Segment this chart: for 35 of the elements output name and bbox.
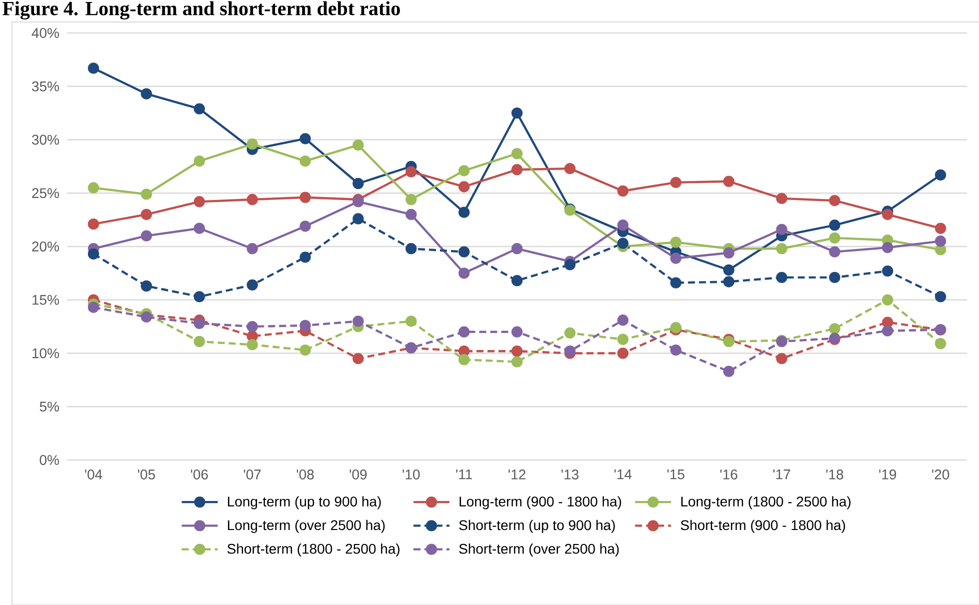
x-tick-label: '04: [85, 470, 102, 480]
x-tick-label: '09: [350, 470, 367, 480]
x-tick-label: '16: [720, 470, 738, 480]
legend-label: Long-term (up to 900 ha): [228, 496, 381, 510]
x-tick-label: '13: [562, 470, 578, 480]
legend-label: Short-term (900 - 1800 ha): [680, 520, 846, 533]
x-tick-label: '15: [667, 470, 684, 480]
y-tick-label: 20%: [32, 242, 59, 252]
legend-label: Short-term (over 2500 ha): [459, 544, 619, 557]
y-tick-label: 40%: [32, 28, 59, 38]
x-tick-label: '06: [190, 470, 208, 480]
x-tick-label: '19: [879, 470, 896, 480]
x-tick-label: '14: [614, 470, 632, 480]
x-tick-label: '10: [402, 470, 420, 480]
x-tick-label: '07: [244, 470, 261, 480]
y-tick-label: 15%: [32, 294, 59, 305]
legend-label: Short-term (1800 - 2500 ha): [227, 544, 400, 557]
y-tick-label: 30%: [32, 134, 59, 145]
y-tick-label: 25%: [32, 188, 59, 198]
x-tick-label: '05: [138, 470, 155, 480]
legend-label: Long-term (900 - 1800 ha): [460, 496, 622, 510]
x-tick-label: '17: [773, 470, 790, 480]
legend-label: Long-term (over 2500 ha): [228, 520, 385, 533]
y-tick-label: 0%: [40, 455, 59, 465]
legend-label: Short-term (up to 900 ha): [459, 520, 615, 533]
y-tick-label: 10%: [32, 348, 59, 358]
x-tick-label: '08: [296, 470, 314, 480]
x-tick-label: '12: [508, 470, 526, 480]
x-tick-label: '20: [932, 470, 950, 480]
x-tick-label: '18: [826, 470, 844, 480]
y-tick-label: 5%: [40, 402, 59, 412]
chart-title: Figure 4. Long-term and short-term debt ratio: [2, 1, 400, 20]
y-tick-label: 35%: [32, 81, 59, 92]
legend-label: Long-term (1800 - 2500 ha): [681, 496, 850, 510]
x-tick-label: '11: [456, 470, 472, 480]
